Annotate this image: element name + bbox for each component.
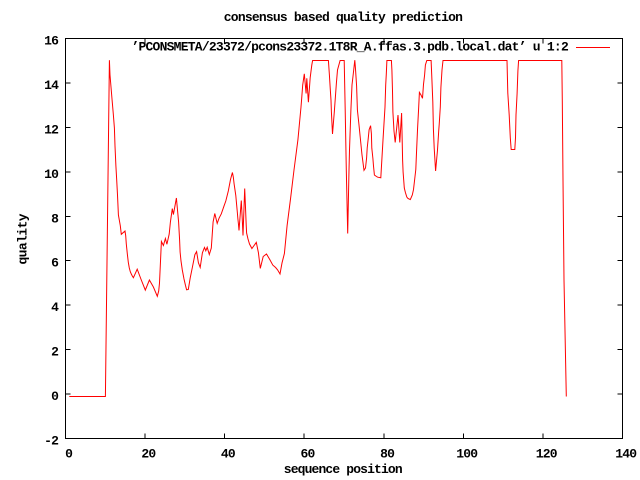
- svg-text:4: 4: [51, 300, 59, 315]
- svg-text:120: 120: [536, 446, 558, 461]
- svg-text:0: 0: [65, 446, 73, 461]
- svg-text:0: 0: [51, 389, 59, 404]
- svg-text:100: 100: [456, 446, 478, 461]
- svg-text:140: 140: [615, 446, 637, 461]
- svg-text:80: 80: [380, 446, 395, 461]
- svg-text:2: 2: [51, 345, 59, 360]
- svg-text:’PCONSMETA/23372/pcons23372.1T: ’PCONSMETA/23372/pcons23372.1T8R_A.ffas.…: [131, 39, 569, 54]
- svg-text:consensus based quality predic: consensus based quality prediction: [224, 10, 463, 25]
- svg-text:12: 12: [44, 122, 59, 137]
- svg-text:14: 14: [44, 78, 59, 93]
- svg-text:20: 20: [141, 446, 156, 461]
- svg-text:10: 10: [44, 167, 59, 182]
- svg-text:quality: quality: [16, 213, 31, 264]
- svg-text:60: 60: [300, 446, 315, 461]
- svg-text:40: 40: [221, 446, 236, 461]
- svg-text:6: 6: [51, 256, 59, 271]
- svg-text:8: 8: [51, 211, 59, 226]
- svg-text:-2: -2: [44, 434, 59, 449]
- svg-text:16: 16: [44, 34, 59, 49]
- svg-text:sequence position: sequence position: [284, 462, 403, 477]
